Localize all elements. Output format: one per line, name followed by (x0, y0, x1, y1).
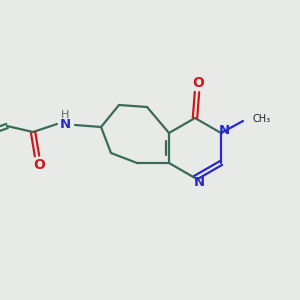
Text: N: N (59, 118, 70, 130)
Text: N: N (218, 124, 230, 137)
Text: CH₃: CH₃ (253, 114, 271, 124)
Text: H: H (61, 110, 69, 120)
Text: O: O (192, 76, 204, 90)
Text: O: O (33, 158, 45, 172)
Text: N: N (194, 176, 205, 188)
